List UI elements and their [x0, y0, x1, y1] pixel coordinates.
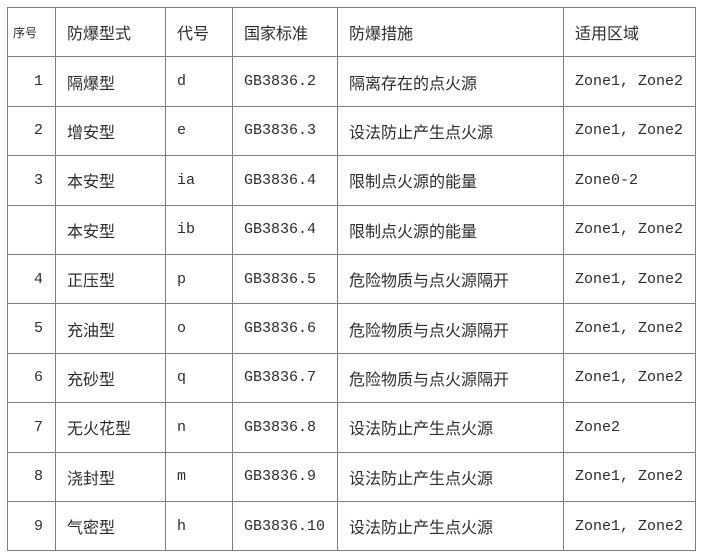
table-cell: 设法防止产生点火源: [337, 500, 564, 552]
table-cell: Zone1, Zone2: [563, 303, 696, 354]
header-cell-code: 代号: [165, 6, 233, 58]
table-cell: 危险物质与点火源隔开: [337, 352, 564, 404]
table-cell: 隔爆型: [55, 56, 166, 107]
table-row: 3 本安型 ia GB3836.4 限制点火源的能量 Zone0-2: [7, 155, 696, 206]
table-cell: GB3836.9: [232, 451, 338, 502]
table-cell: ia: [165, 155, 233, 206]
table-cell: h: [165, 500, 233, 552]
table-cell: 增安型: [55, 105, 166, 157]
table-cell: Zone1, Zone2: [563, 352, 696, 404]
table-cell: m: [165, 451, 233, 502]
table-cell: 无火花型: [55, 402, 166, 453]
table-cell: 危险物质与点火源隔开: [337, 303, 564, 354]
table-cell: 限制点火源的能量: [337, 155, 564, 206]
table-cell: 本安型: [55, 204, 166, 255]
table-row: 7 无火花型 n GB3836.8 设法防止产生点火源 Zone2: [7, 402, 696, 453]
table-cell: 5: [7, 303, 56, 354]
header-cell-measure: 防爆措施: [337, 6, 564, 58]
table-cell: GB3836.7: [232, 352, 338, 404]
table-cell: Zone1, Zone2: [563, 253, 696, 305]
table-cell: Zone2: [563, 402, 696, 453]
table-cell: 充砂型: [55, 352, 166, 404]
table-cell: 7: [7, 402, 56, 453]
table-cell: Zone1, Zone2: [563, 451, 696, 502]
table-cell: 本安型: [55, 155, 166, 206]
table-cell: 浇封型: [55, 451, 166, 502]
table-cell: Zone1, Zone2: [563, 105, 696, 157]
table-cell: GB3836.2: [232, 56, 338, 107]
table-cell: 6: [7, 352, 56, 404]
header-cell-standard: 国家标准: [232, 6, 338, 58]
explosion-proof-type-table: 序号 防爆型式 代号 国家标准 防爆措施 适用区域 1 隔爆型 d GB3836.2 隔…: [7, 6, 696, 552]
table-row: 5 充油型 o GB3836.6 危险物质与点火源隔开 Zone1, Zone2: [7, 303, 696, 354]
table-cell: n: [165, 402, 233, 453]
table-cell: 限制点火源的能量: [337, 204, 564, 255]
header-cell-seq: 序号: [7, 6, 56, 58]
table-cell: o: [165, 303, 233, 354]
table-row: 1 隔爆型 d GB3836.2 隔离存在的点火源 Zone1, Zone2: [7, 56, 696, 107]
table-cell: 9: [7, 500, 56, 552]
table-row: 本安型 ib GB3836.4 限制点火源的能量 Zone1, Zone2: [7, 204, 696, 255]
table-row: 6 充砂型 q GB3836.7 危险物质与点火源隔开 Zone1, Zone2: [7, 352, 696, 404]
table-cell: 充油型: [55, 303, 166, 354]
table-cell: GB3836.10: [232, 500, 338, 552]
table-cell: Zone1, Zone2: [563, 56, 696, 107]
table-row: 2 增安型 e GB3836.3 设法防止产生点火源 Zone1, Zone2: [7, 105, 696, 157]
table-cell: 隔离存在的点火源: [337, 56, 564, 107]
header-cell-type: 防爆型式: [55, 6, 166, 58]
table-row: 4 正压型 p GB3836.5 危险物质与点火源隔开 Zone1, Zone2: [7, 253, 696, 305]
header-row: 序号 防爆型式 代号 国家标准 防爆措施 适用区域: [7, 6, 696, 58]
table-cell: d: [165, 56, 233, 107]
table-cell: GB3836.6: [232, 303, 338, 354]
table-cell: 设法防止产生点火源: [337, 451, 564, 502]
table-cell: GB3836.5: [232, 253, 338, 305]
table-cell: 设法防止产生点火源: [337, 402, 564, 453]
table-cell: e: [165, 105, 233, 157]
table-cell: 2: [7, 105, 56, 157]
table-cell: GB3836.4: [232, 155, 338, 206]
table-cell: Zone0-2: [563, 155, 696, 206]
table-cell: [7, 204, 56, 255]
table-cell: ib: [165, 204, 233, 255]
table-cell: 4: [7, 253, 56, 305]
table-row: 8 浇封型 m GB3836.9 设法防止产生点火源 Zone1, Zone2: [7, 451, 696, 502]
table-cell: 1: [7, 56, 56, 107]
table-cell: 正压型: [55, 253, 166, 305]
table-cell: 气密型: [55, 500, 166, 552]
table-cell: 8: [7, 451, 56, 502]
table-cell: GB3836.3: [232, 105, 338, 157]
table-cell: GB3836.4: [232, 204, 338, 255]
table-cell: 设法防止产生点火源: [337, 105, 564, 157]
header-cell-zone: 适用区域: [563, 6, 696, 58]
table-cell: q: [165, 352, 233, 404]
table-cell: 危险物质与点火源隔开: [337, 253, 564, 305]
table-cell: 3: [7, 155, 56, 206]
table-cell: Zone1, Zone2: [563, 500, 696, 552]
table-cell: GB3836.8: [232, 402, 338, 453]
table-row: 9 气密型 h GB3836.10 设法防止产生点火源 Zone1, Zone2: [7, 500, 696, 552]
table-cell: Zone1, Zone2: [563, 204, 696, 255]
table-cell: p: [165, 253, 233, 305]
